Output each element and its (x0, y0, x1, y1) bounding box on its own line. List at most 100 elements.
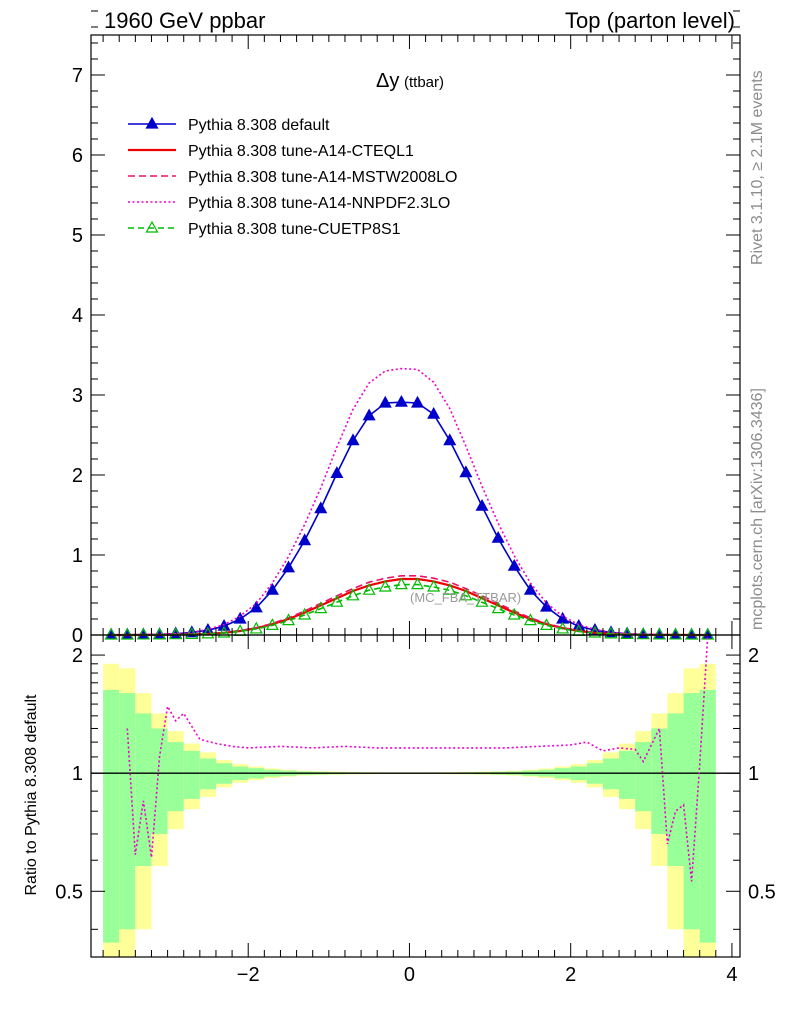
series-marker-4-33 (636, 627, 650, 640)
legend-label-1: Pythia 8.308 tune-A14-CTEQL1 (188, 143, 414, 160)
ratio-band-inner (103, 689, 120, 943)
series-marker-0-12 (298, 533, 312, 546)
series-marker-4-0 (104, 627, 118, 640)
legend-label-4: Pythia 8.308 tune-CUETP8S1 (188, 221, 401, 238)
ratio-band-inner (151, 728, 168, 834)
series-marker-4-14 (330, 594, 344, 607)
ratio-xtick-label: −2 (237, 964, 260, 986)
series-marker-4-34 (652, 627, 666, 640)
ratio-ytick-label-right: 0.5 (748, 881, 776, 903)
ratio-ytick-label: 1 (72, 763, 83, 785)
series-marker-4-20 (427, 579, 441, 592)
series-marker-4-18 (394, 577, 408, 590)
series-marker-4-13 (314, 601, 328, 614)
series-marker-4-26 (523, 613, 537, 626)
series-marker-4-31 (604, 626, 618, 639)
series-marker-4-6 (201, 626, 215, 639)
series-marker-4-35 (668, 627, 683, 640)
series-marker-4-3 (153, 627, 167, 640)
ratio-ytick-label-right: 1 (748, 763, 759, 785)
series-marker-4-11 (282, 613, 296, 626)
series-marker-4-1 (120, 627, 134, 640)
series-marker-0-16 (362, 408, 376, 421)
series-marker-4-28 (556, 621, 570, 634)
series-marker-0-25 (507, 558, 521, 571)
legend-label-2: Pythia 8.308 tune-A14-MSTW2008LO (188, 169, 457, 186)
main-ytick-label: 2 (72, 465, 83, 487)
ratio-ylabel: Ratio to Pythia 8.308 default (23, 694, 40, 896)
series-marker-0-17 (378, 395, 392, 408)
series-marker-0-21 (443, 433, 457, 446)
ratio-band-inner (699, 689, 716, 943)
main-panel: (MC_FBA_TTBAR) 0 1 2 3 4 5 6 7 Δy (ttbar) Pythi… (72, 10, 741, 647)
series-marker-4-10 (265, 618, 279, 630)
ratio-frame-rect (90, 634, 741, 958)
main-ytick-label: 7 (72, 65, 83, 87)
series-marker-0-14 (330, 466, 344, 478)
series-marker-4-21 (443, 582, 457, 595)
main-ytick-label: 6 (72, 145, 83, 167)
series-marker-0-26 (523, 582, 537, 595)
series-marker-0-22 (459, 465, 473, 478)
ratio-band-inner (119, 693, 136, 930)
series-marker-4-36 (685, 627, 699, 640)
series-marker-0-2 (136, 627, 150, 640)
series-marker-0-24 (491, 530, 505, 543)
series-marker-4-32 (620, 627, 634, 639)
ratio-ytick-label: 0.5 (55, 881, 83, 903)
ratio-panel: 0.5 0.5 1 1 2 2 −2 0 2 4 Ratio to Pythia 8.308 de… (23, 634, 776, 986)
ratio-band-inner (635, 742, 652, 812)
series-marker-0-18 (394, 394, 408, 407)
ratio-band-inner (683, 693, 700, 930)
rivet-label: Rivet 3.1.10, ≥ 2.1M events (749, 70, 766, 265)
series-marker-4-12 (298, 607, 312, 620)
legend-label-0: Pythia 8.308 default (188, 117, 330, 134)
series-marker-4-15 (346, 588, 360, 601)
series-marker-4-25 (507, 607, 521, 620)
main-ytick-label: 4 (72, 305, 83, 327)
main-ytick-label: 1 (72, 545, 83, 567)
series-marker-4-2 (136, 627, 150, 640)
series-marker-4-30 (588, 625, 602, 638)
ratio-band-inner (135, 713, 152, 866)
series-marker-0-15 (346, 433, 360, 446)
ratio-band-inner (651, 728, 668, 834)
ratio-band-inner (619, 750, 636, 799)
legend: Pythia 8.308 default Pythia 8.308 tune-A1… (128, 116, 457, 238)
series-marker-4-17 (378, 579, 392, 592)
legend-marker-4 (145, 220, 159, 233)
series-marker-4-5 (185, 627, 199, 639)
series-marker-0-27 (539, 599, 554, 612)
legend-marker-0 (145, 116, 159, 129)
plot-title-symbol: Δy (376, 70, 399, 92)
series-marker-0-23 (475, 498, 489, 511)
series-marker-4-19 (411, 577, 425, 590)
series-marker-0-13 (314, 501, 328, 514)
main-ytick-label: 3 (72, 385, 83, 407)
ratio-xtick-label: 4 (726, 964, 737, 986)
series-marker-0-8 (233, 611, 247, 624)
series-marker-4-24 (491, 601, 505, 614)
ratio-ytick-label: 2 (72, 645, 83, 667)
header-right: Top (parton level) (565, 8, 735, 33)
plot-title: Δy (ttbar) (376, 70, 444, 92)
ratio-band-inner (667, 713, 684, 866)
series-marker-0-1 (120, 627, 134, 640)
ratio-band-inner (167, 742, 184, 812)
ratio-xtick-label: 0 (404, 964, 415, 986)
series-marker-4-16 (362, 582, 376, 595)
series-marker-0-11 (282, 560, 296, 573)
main-ytick-label: 5 (72, 225, 83, 247)
ratio-xtick-label: 2 (565, 964, 576, 986)
series-marker-4-22 (459, 588, 473, 601)
ratio-ytick-label-right: 2 (748, 645, 759, 667)
legend-label-3: Pythia 8.308 tune-A14-NNPDF2.3LO (188, 195, 450, 212)
series-marker-0-10 (265, 582, 279, 595)
header-left: 1960 GeV ppbar (104, 8, 265, 33)
series-marker-0-19 (411, 395, 425, 408)
mcplots-label: mcplots.cern.ch [arXiv:1306.3436] (749, 388, 766, 630)
series-marker-4-23 (475, 594, 489, 607)
series-marker-4-7 (217, 625, 231, 638)
series-marker-4-27 (539, 618, 554, 630)
